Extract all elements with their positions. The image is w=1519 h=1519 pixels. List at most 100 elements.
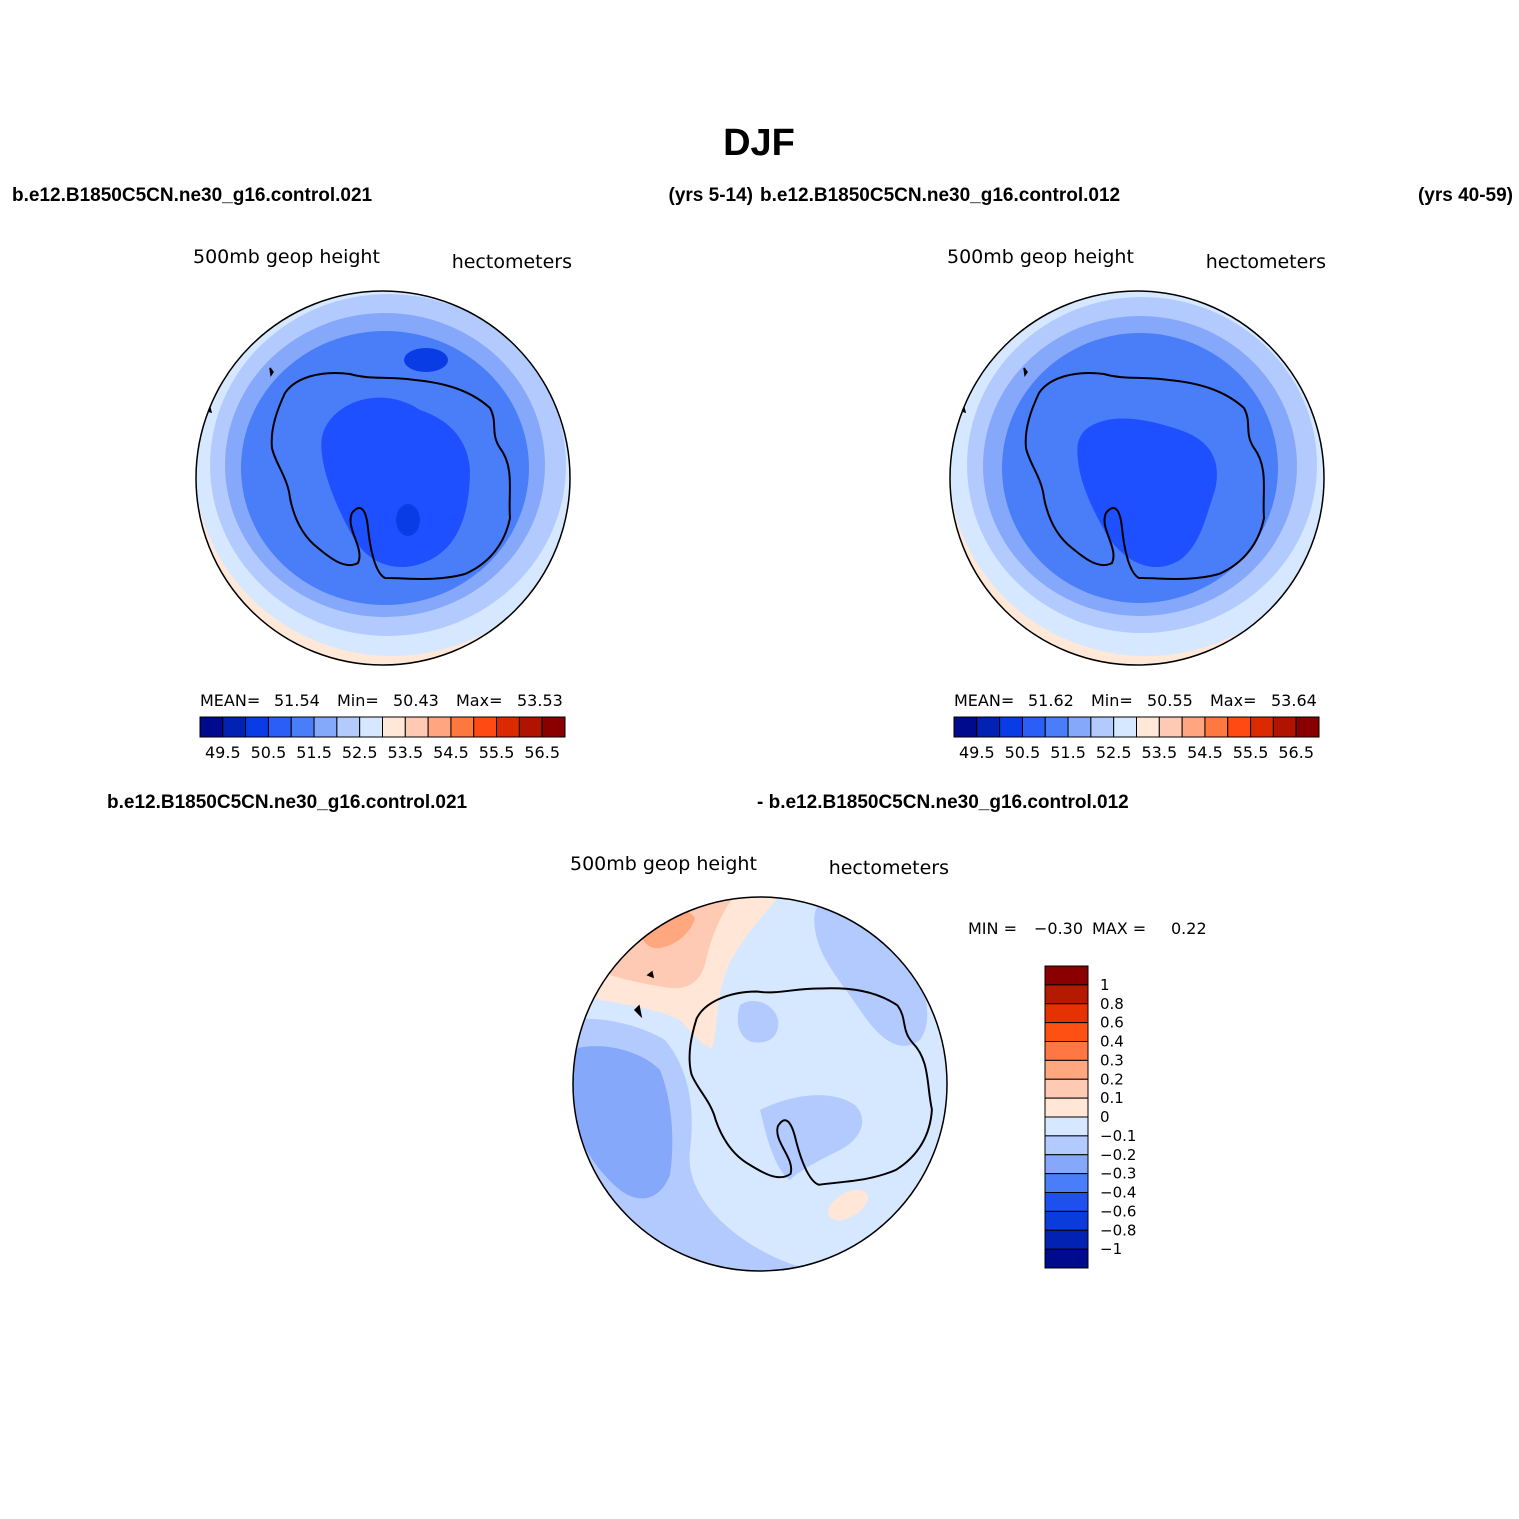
panel-b-map (950, 291, 1324, 665)
panel-a-stats: MEAN= 51.54 Min= 50.43 Max= 53.53 (200, 691, 563, 710)
panel-b-colorbar-tick-label-1: 50.5 (1005, 743, 1041, 762)
panel-b-colorbar-tick-label-0: 49.5 (959, 743, 995, 762)
panel-a-colorbar-tick-label-2: 51.5 (296, 743, 332, 762)
panel-b-colorbar-swatch-7 (1113, 716, 1137, 738)
panel-a-colorbar-tick-label-3: 52.5 (342, 743, 378, 762)
panel-c-range: MIN = −0.30 MAX = 0.22 (968, 919, 1207, 938)
panel-c-colorbar-swatch-8 (1044, 1116, 1089, 1137)
panel-a-mean-label: MEAN= (200, 691, 260, 710)
panel-b-colorbar-tick-label-6: 55.5 (1233, 743, 1269, 762)
panel-b-min-label: Min= (1091, 691, 1133, 710)
panel-a-colorbar: 49.5 50.5 51.5 52.5 53.5 54.5 55.5 56.5 (199, 716, 566, 762)
figure-title: DJF (723, 122, 795, 164)
panel-a-colorbar-swatch-2 (245, 716, 269, 738)
panel-c-colorbar-tick-label-5: 0.2 (1100, 1070, 1124, 1088)
panel-c-colorbar-swatch-13 (1044, 1210, 1089, 1231)
panel-c-colorbar-tick-label-7: 0 (1100, 1108, 1110, 1126)
panel-c-colorbar-swatch-12 (1044, 1192, 1089, 1212)
panel-c-colorbar-swatch-4 (1044, 1041, 1089, 1061)
panel-c-minus-case-label: - b.e12.B1850C5CN.ne30_g16.control.012 (757, 792, 1129, 813)
panel-c-contour-neg-light-shelf (760, 1095, 863, 1180)
panel-c-contour-neg-light-northeast (814, 904, 928, 1046)
panel-b-years-label: (yrs 40-59) (1418, 185, 1513, 206)
panel-c-colorbar-tick-label-10: −0.3 (1100, 1165, 1136, 1183)
panel-c-colorbar-tick-label-0: 1 (1100, 976, 1110, 994)
panel-a-map-boundary (195, 290, 571, 666)
panel-c-colorbar-tick-label-11: −0.4 (1100, 1184, 1136, 1202)
panel-b-colorbar-swatch-4 (1044, 716, 1069, 738)
panel-a-years-label: (yrs 5-14) (669, 185, 754, 206)
panel-c-colorbar-swatch-9 (1044, 1135, 1089, 1156)
panel-c-contour-neg-mid-west (573, 1046, 673, 1199)
panel-a-colorbar-swatch-12 (473, 716, 498, 738)
panel-b-map-boundary (949, 290, 1325, 666)
panel-a-colorbar-tick-label-4: 53.5 (388, 743, 424, 762)
panel-c-colorbar-tick-label-4: 0.3 (1100, 1051, 1124, 1069)
panel-case-021: b.e12.B1850C5CN.ne30_g16.control.021 (yr… (12, 185, 753, 762)
panel-a-min-value: 50.43 (393, 691, 439, 710)
panel-a-colorbar-tick-label-6: 55.5 (479, 743, 515, 762)
panel-c-colorbar-swatch-2 (1044, 1003, 1089, 1024)
panel-c-colorbar-swatch-5 (1044, 1059, 1089, 1080)
panel-c-colorbar-swatch-1 (1044, 984, 1089, 1005)
panel-a-colorbar-swatch-4 (290, 716, 315, 738)
panel-b-colorbar-swatch-10 (1181, 716, 1206, 738)
panel-b-colorbar-tick-label-3: 52.5 (1096, 743, 1132, 762)
panel-c-colorbar-tick-label-3: 0.4 (1100, 1033, 1124, 1051)
panel-a-colorbar-tick-label-1: 50.5 (251, 743, 287, 762)
panel-a-colorbar-swatch-9 (404, 716, 429, 738)
panel-a-max-value: 53.53 (517, 691, 563, 710)
panel-b-colorbar-tick-label-2: 51.5 (1050, 743, 1086, 762)
panel-c-colorbar-tick-label-6: 0.1 (1100, 1089, 1124, 1107)
panel-c-colorbar-tick-label-14: −1 (1100, 1240, 1122, 1258)
panel-b-mean-label: MEAN= (954, 691, 1014, 710)
panel-b-colorbar-swatch-14 (1272, 716, 1297, 738)
panel-b-colorbar-swatch-9 (1158, 716, 1183, 738)
panel-a-map (196, 291, 570, 665)
panel-a-colorbar-swatch-3 (267, 716, 292, 738)
panel-c-max-label: MAX = (1092, 919, 1146, 938)
panel-a-colorbar-swatch-5 (313, 716, 338, 738)
panel-c-min-label: MIN = (968, 919, 1017, 938)
panel-b-contour-core (1077, 418, 1217, 568)
panel-b-colorbar-swatch-5 (1067, 716, 1092, 738)
panel-a-colorbar-swatch-14 (518, 716, 543, 738)
panel-c-colorbar-swatch-10 (1044, 1154, 1089, 1175)
panel-c-map-boundary (572, 896, 948, 1272)
panel-a-case-label: b.e12.B1850C5CN.ne30_g16.control.021 (12, 185, 373, 206)
panel-c-colorbar-swatch-11 (1044, 1173, 1089, 1193)
panel-a-colorbar-swatch-8 (382, 716, 406, 738)
panel-c-colorbar-tick-label-2: 0.6 (1100, 1014, 1124, 1032)
panel-a-colorbar-tick-label-5: 54.5 (433, 743, 469, 762)
panel-c-max-value: 0.22 (1171, 919, 1207, 938)
panel-b-colorbar-swatch-0 (953, 716, 978, 738)
panel-a-mean-value: 51.54 (274, 691, 320, 710)
panel-difference: b.e12.B1850C5CN.ne30_g16.control.021 - b… (107, 792, 1207, 1272)
panel-b-colorbar-swatch-3 (1021, 716, 1046, 738)
panel-c-map (573, 897, 947, 1271)
panel-c-colorbar-tick-label-12: −0.6 (1100, 1202, 1136, 1220)
panel-a-colorbar-tick-label-7: 56.5 (524, 743, 560, 762)
panel-b-colorbar-tick-label-7: 56.5 (1278, 743, 1314, 762)
panel-c-contour-pos-east (828, 1189, 868, 1221)
panel-a-max-label: Max= (456, 691, 502, 710)
panel-a-colorbar-swatch-6 (336, 716, 361, 738)
panel-a-colorbar-swatch-13 (496, 716, 520, 738)
panel-b-max-label: Max= (1210, 691, 1256, 710)
panel-a-min-label: Min= (337, 691, 379, 710)
panel-c-case-label: b.e12.B1850C5CN.ne30_g16.control.021 (107, 792, 468, 813)
panel-b-colorbar-swatch-2 (999, 716, 1023, 738)
panel-a-colorbar-swatch-11 (450, 716, 475, 738)
panel-c-colorbar-tick-label-8: −0.1 (1100, 1127, 1136, 1145)
panel-b-max-value: 53.64 (1271, 691, 1317, 710)
panel-a-colorbar-swatch-7 (359, 716, 383, 738)
panel-b-colorbar-swatch-15 (1295, 716, 1320, 738)
panel-b-colorbar-swatch-12 (1227, 716, 1252, 738)
panel-c-units-label: hectometers (829, 857, 949, 879)
panel-a-colorbar-swatch-1 (222, 716, 247, 738)
panel-c-colorbar-tick-label-9: −0.2 (1100, 1146, 1136, 1164)
panel-c-colorbar-tick-label-13: −0.8 (1100, 1221, 1136, 1239)
panel-b-min-value: 50.55 (1147, 691, 1193, 710)
panel-b-colorbar-swatch-6 (1090, 716, 1115, 738)
panel-b-colorbar-swatch-8 (1136, 716, 1160, 738)
